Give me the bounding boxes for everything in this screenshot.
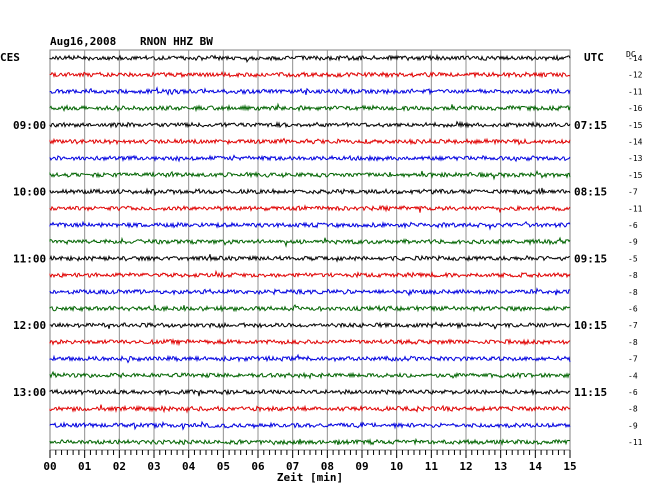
seismic-trace: [49, 353, 571, 364]
grid-lines: [84, 50, 536, 450]
seismic-trace: [49, 370, 571, 380]
x-tick-label: 07: [286, 460, 299, 473]
seismic-trace: [49, 236, 571, 248]
seismic-trace: [49, 420, 571, 431]
dc-offset-label: -8: [628, 271, 638, 280]
dc-offset-label: -8: [628, 338, 638, 347]
dc-offset-label: -14: [628, 138, 643, 147]
dc-offset-label: -7: [628, 188, 638, 197]
right-time-label: 07:15: [574, 119, 607, 132]
dc-offset-label: -15: [628, 121, 643, 130]
seismic-trace: [49, 220, 571, 231]
seismic-trace: [49, 102, 571, 113]
date-label: Aug16,2008: [50, 35, 116, 48]
seismic-trace: [49, 120, 571, 129]
seismic-trace: [49, 321, 571, 330]
station-label: RNON HHZ BW: [140, 35, 213, 48]
left-time-label: 10:00: [13, 186, 46, 199]
x-tick-label: 13: [494, 460, 507, 473]
x-tick-label: 12: [459, 460, 472, 473]
dc-offset-label: -5: [628, 254, 638, 263]
x-tick-label: 06: [251, 460, 265, 473]
seismic-trace: [49, 437, 571, 446]
right-time-label: 08:15: [574, 186, 607, 199]
dc-offset-label: -7: [628, 355, 638, 364]
dc-offset-label: -11: [628, 438, 643, 447]
left-time-label: 13:00: [13, 386, 46, 399]
dc-offset-label: -16: [628, 104, 643, 113]
seismic-trace: [49, 404, 571, 414]
seismic-trace: [49, 137, 571, 146]
dc-offset-label: -6: [628, 305, 638, 314]
dc-offset-label: -11: [628, 87, 643, 96]
right-time-label: 11:15: [574, 386, 607, 399]
seismic-trace: [49, 254, 571, 263]
seismic-trace: [49, 269, 571, 279]
right-timezone-label: UTC: [584, 51, 604, 64]
seismic-trace: [49, 86, 571, 96]
trace-group: [49, 53, 571, 446]
seismic-trace: [49, 304, 571, 313]
dc-offset-label: -14: [628, 54, 643, 63]
dc-offset-label: -6: [628, 221, 638, 230]
x-tick-label: 05: [217, 460, 230, 473]
x-tick-label: 02: [113, 460, 126, 473]
dc-offset-label: -6: [628, 388, 638, 397]
x-tick-label: 14: [529, 460, 543, 473]
dc-offset-label: -15: [628, 171, 643, 180]
x-axis: 00 01 02 03 04 05 06 07 08 09 10 11 12 13 14 15: [43, 450, 577, 473]
x-tick-label: 03: [147, 460, 160, 473]
dc-label: DC: [626, 50, 636, 59]
dc-offset-label: -12: [628, 71, 643, 80]
seismic-trace: [49, 287, 571, 297]
right-time-label: 10:15: [574, 319, 607, 332]
x-tick-label: 04: [182, 460, 196, 473]
dc-offset-label: -9: [628, 421, 638, 430]
right-time-label: 09:15: [574, 252, 607, 265]
x-axis-label: Zeit [min]: [277, 471, 343, 484]
left-time-label: 12:00: [13, 319, 46, 332]
x-tick-label: 00: [43, 460, 56, 473]
dc-offset-label: -11: [628, 204, 643, 213]
x-tick-label: 10: [390, 460, 403, 473]
seismic-trace: [49, 53, 571, 63]
dc-offset-label: -7: [628, 321, 638, 330]
x-tick-label: 09: [355, 460, 368, 473]
seismic-trace: [49, 154, 571, 163]
left-timezone-label: CES: [0, 51, 20, 64]
x-tick-label: 08: [321, 460, 334, 473]
x-tick-label: 11: [425, 460, 439, 473]
left-time-label: 09:00: [13, 119, 46, 132]
seismic-trace: [49, 71, 571, 79]
seismic-trace: [49, 388, 571, 397]
seismic-trace: [49, 169, 571, 181]
left-time-label: 11:00: [13, 252, 46, 265]
dc-offset-label: -4: [628, 371, 638, 380]
dc-offset-label: -8: [628, 288, 638, 297]
x-tick-label: 15: [563, 460, 576, 473]
seismic-trace: [49, 338, 571, 347]
dc-offset-label: -13: [628, 154, 643, 163]
dc-offset-label: -8: [628, 405, 638, 414]
time-label-group: 09:00 10:00 11:00 12:00 13:00 07:15 08:15 09:15…: [13, 54, 643, 447]
seismic-trace: [49, 204, 571, 213]
dc-offset-label: -9: [628, 238, 638, 247]
seismic-trace: [49, 187, 571, 197]
x-tick-label: 01: [78, 460, 92, 473]
